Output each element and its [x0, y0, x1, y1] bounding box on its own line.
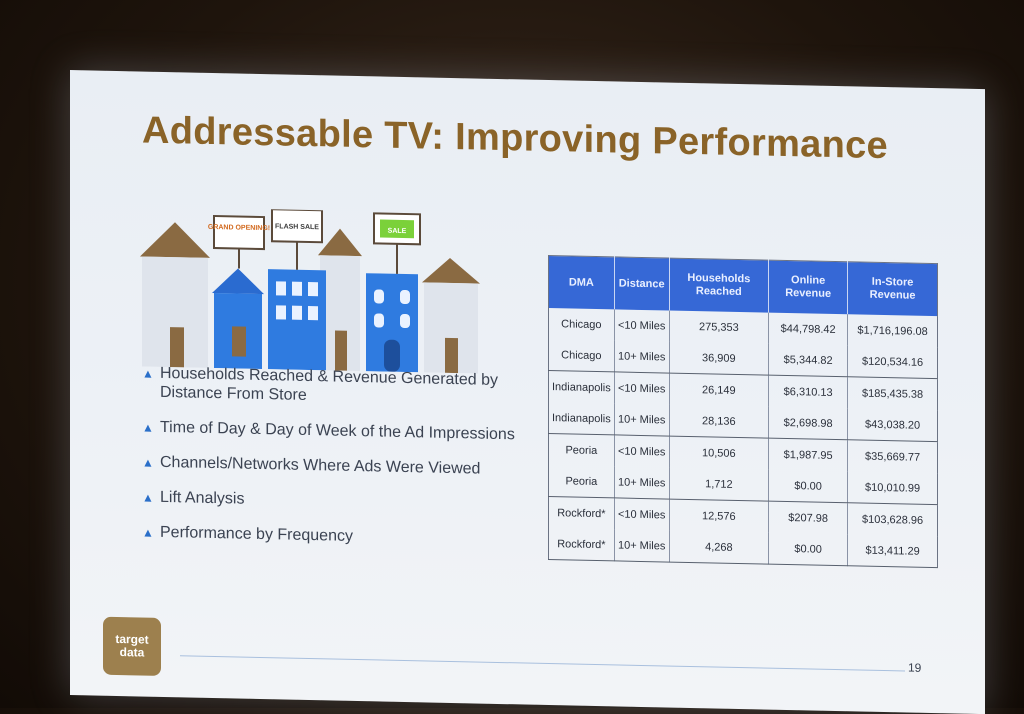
- bullet-list: Households Reached & Revenue Generated b…: [142, 364, 532, 550]
- header-dma: DMA: [548, 255, 615, 310]
- house-door: [170, 327, 184, 368]
- cell-households: 4,268: [669, 530, 769, 565]
- page-number: 19: [908, 660, 922, 675]
- cell-dma: Indianapolis: [548, 370, 615, 404]
- header-households-reached: Households Reached: [669, 258, 769, 313]
- svg-text:FLASH SALE: FLASH SALE: [275, 223, 319, 231]
- cell-online-revenue: $1,987.95: [768, 438, 848, 472]
- footer-divider: [180, 655, 905, 672]
- cell-distance: 10+ Miles: [614, 340, 670, 374]
- cell-online-revenue: $2,698.98: [768, 406, 848, 440]
- cell-distance: <10 Miles: [614, 309, 670, 342]
- cell-instore-revenue: $13,411.29: [847, 534, 938, 568]
- house-grey-1: [142, 256, 208, 368]
- cell-households: 10,506: [669, 436, 769, 470]
- logo-text-line: data: [119, 645, 145, 660]
- projection-screen: Addressable TV: Improving Performance: [70, 70, 985, 714]
- flash-sale-sign: FLASH SALE: [271, 208, 323, 270]
- house-door: [232, 326, 246, 357]
- svg-text:SALE: SALE: [388, 228, 407, 235]
- cell-instore-revenue: $103,628.96: [861, 513, 924, 527]
- cell-online-revenue: $207.98: [768, 501, 848, 535]
- cell-dma: Rockford*: [548, 528, 615, 561]
- cell-online-revenue: $0.00: [768, 469, 848, 503]
- bullet-item: Time of Day & Day of Week of the Ad Impr…: [142, 418, 532, 445]
- roof-3: [422, 257, 480, 284]
- roof-blue-1: [212, 268, 264, 295]
- house-grey-3: [424, 282, 478, 374]
- cell-households: 12,576: [669, 499, 769, 533]
- cell-online-revenue: $5,344.82: [768, 343, 848, 377]
- cell-online-revenue: $0.00: [768, 532, 848, 566]
- cell-households: 26,149: [669, 373, 769, 407]
- cell-households: 36,909: [669, 341, 769, 376]
- target-data-logo: target data: [103, 616, 161, 676]
- roof-1: [140, 222, 210, 258]
- cell-dma: Peoria: [548, 433, 615, 467]
- cell-households: 28,136: [669, 404, 769, 439]
- table-row: Rockford* 10+ Miles 4,268 $0.00 $13,411.…: [548, 528, 938, 568]
- house-grey-2: [320, 255, 360, 372]
- cell-distance: 10+ Miles: [614, 466, 670, 500]
- bullet-item: Households Reached & Revenue Generated b…: [142, 364, 532, 410]
- cell-dma: Indianapolis: [548, 402, 615, 435]
- slide-title: Addressable TV: Improving Performance: [142, 109, 888, 168]
- performance-table: DMA Distance Households Reached Online R…: [548, 255, 938, 569]
- cell-distance: 10+ Miles: [614, 529, 670, 563]
- header-distance: Distance: [614, 256, 670, 311]
- cell-instore-revenue: $43,038.20: [847, 408, 938, 442]
- cell-instore-revenue: $1,716,196.08: [857, 323, 928, 338]
- cell-instore-revenue: $10,010.99: [847, 471, 938, 505]
- cell-instore-revenue: $185,435.38: [861, 387, 924, 401]
- bullet-item: Lift Analysis: [142, 488, 532, 515]
- cell-online-revenue: $6,310.13: [768, 375, 848, 409]
- cell-households: 275,353: [669, 310, 769, 344]
- table-header-row: DMA Distance Households Reached Online R…: [548, 255, 938, 317]
- cell-dma: Chicago: [548, 308, 615, 341]
- cell-distance: 10+ Miles: [614, 403, 670, 437]
- house-door: [445, 337, 458, 374]
- header-online-revenue: Online Revenue: [768, 260, 848, 315]
- cell-distance: <10 Miles: [614, 371, 670, 405]
- roof-2: [318, 228, 362, 257]
- storefront-illustration: GRAND OPENING! FLASH SALE SALE: [140, 208, 480, 374]
- cell-instore-revenue: $35,669.77: [865, 450, 921, 464]
- cell-dma: Peoria: [548, 465, 615, 498]
- cell-households: 1,712: [669, 467, 769, 502]
- bullet-item: Channels/Networks Where Ads Were Viewed: [142, 453, 532, 480]
- header-in-store-revenue: In-Store Revenue: [847, 261, 938, 317]
- cell-distance: <10 Miles: [614, 497, 670, 531]
- house-door: [335, 330, 347, 371]
- cell-distance: <10 Miles: [614, 434, 670, 468]
- cell-dma: Chicago: [548, 339, 615, 372]
- grand-opening-sign: GRAND OPENING!: [208, 214, 270, 269]
- cell-instore-revenue: $120,534.16: [847, 345, 938, 379]
- sale-sign: SALE: [373, 212, 421, 274]
- cell-dma: Rockford*: [548, 496, 615, 530]
- svg-text:GRAND OPENING!: GRAND OPENING!: [208, 224, 270, 232]
- cell-online-revenue: $44,798.42: [768, 312, 848, 346]
- bullet-item: Performance by Frequency: [142, 523, 532, 550]
